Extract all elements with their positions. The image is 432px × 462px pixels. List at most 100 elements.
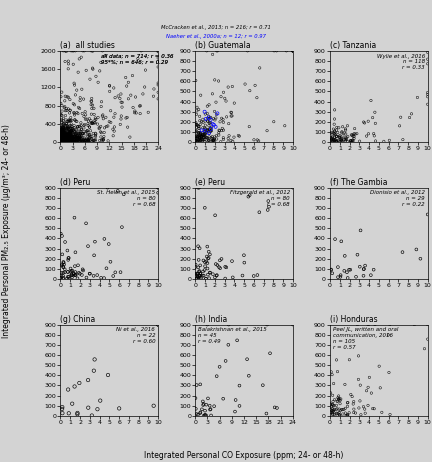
- Point: [200, 257, 207, 264]
- Point: [86, 123, 93, 131]
- Text: Fitzgerald et al., 2012
n = 80
r = 0.68: Fitzgerald et al., 2012 n = 80 r = 0.68: [230, 190, 290, 207]
- Point: [61, 136, 68, 143]
- Point: [65, 138, 72, 146]
- Point: [202, 122, 209, 129]
- Point: [192, 405, 199, 413]
- Point: [91, 356, 98, 363]
- Point: [424, 55, 431, 63]
- Point: [64, 134, 70, 142]
- Point: [59, 119, 66, 126]
- Point: [344, 122, 351, 129]
- Point: [330, 408, 337, 415]
- Point: [197, 121, 203, 128]
- Text: Ni et al., 2016
n = 22
r = 0.60: Ni et al., 2016 n = 22 r = 0.60: [117, 327, 155, 344]
- Point: [329, 409, 336, 416]
- Point: [68, 136, 75, 144]
- Point: [64, 131, 70, 138]
- Point: [329, 401, 336, 408]
- Point: [67, 128, 74, 135]
- Point: [82, 137, 89, 144]
- Point: [67, 134, 74, 142]
- Point: [220, 395, 227, 402]
- Point: [329, 407, 336, 414]
- Point: [207, 116, 214, 123]
- Point: [65, 57, 72, 65]
- Point: [198, 133, 205, 140]
- Point: [61, 127, 68, 134]
- Point: [71, 111, 78, 119]
- Point: [66, 131, 73, 138]
- Point: [212, 212, 219, 219]
- Point: [204, 117, 211, 125]
- Point: [57, 134, 64, 141]
- Point: [58, 131, 65, 138]
- Point: [368, 97, 375, 104]
- Point: [77, 134, 84, 142]
- Point: [60, 261, 67, 268]
- Point: [64, 137, 70, 145]
- Point: [73, 130, 80, 138]
- Point: [200, 398, 206, 405]
- Point: [69, 134, 76, 141]
- Point: [360, 118, 367, 126]
- Point: [67, 135, 74, 143]
- Point: [61, 137, 68, 144]
- Point: [330, 380, 337, 387]
- Point: [202, 262, 209, 270]
- Point: [334, 405, 340, 413]
- Point: [57, 124, 64, 131]
- Point: [331, 396, 338, 403]
- Point: [89, 48, 96, 55]
- Point: [333, 410, 340, 418]
- Point: [116, 405, 123, 412]
- Point: [195, 129, 202, 136]
- Point: [202, 407, 209, 414]
- Point: [60, 133, 67, 140]
- Point: [68, 138, 75, 145]
- Point: [246, 191, 253, 199]
- Point: [59, 128, 66, 135]
- Point: [327, 408, 334, 416]
- Point: [58, 137, 65, 144]
- Point: [80, 124, 87, 132]
- Point: [351, 125, 358, 132]
- Point: [216, 265, 223, 272]
- Point: [70, 131, 77, 138]
- Point: [195, 243, 202, 250]
- Point: [201, 124, 208, 131]
- Point: [59, 136, 66, 143]
- Point: [194, 122, 201, 129]
- Point: [67, 107, 73, 114]
- Point: [77, 130, 84, 138]
- Point: [57, 135, 64, 143]
- Point: [338, 136, 345, 144]
- Point: [349, 131, 356, 139]
- Point: [424, 91, 431, 98]
- Point: [67, 128, 73, 135]
- Point: [60, 122, 67, 129]
- Point: [66, 138, 73, 145]
- Point: [100, 135, 107, 143]
- Point: [89, 138, 95, 145]
- Point: [195, 275, 202, 283]
- Point: [337, 138, 344, 146]
- Point: [78, 85, 85, 93]
- Point: [70, 134, 77, 141]
- Point: [328, 137, 335, 144]
- Text: (a)  all studies: (a) all studies: [60, 41, 115, 50]
- Point: [203, 134, 210, 141]
- Point: [92, 238, 98, 245]
- Text: (g) China: (g) China: [60, 315, 96, 324]
- Point: [71, 135, 78, 142]
- Point: [58, 137, 65, 144]
- Point: [57, 230, 64, 237]
- Point: [73, 138, 79, 145]
- Point: [86, 131, 93, 139]
- Point: [118, 103, 125, 111]
- Point: [64, 118, 71, 126]
- Point: [70, 138, 77, 146]
- Point: [118, 224, 125, 231]
- Point: [208, 123, 215, 131]
- Point: [194, 184, 201, 191]
- Point: [112, 268, 119, 276]
